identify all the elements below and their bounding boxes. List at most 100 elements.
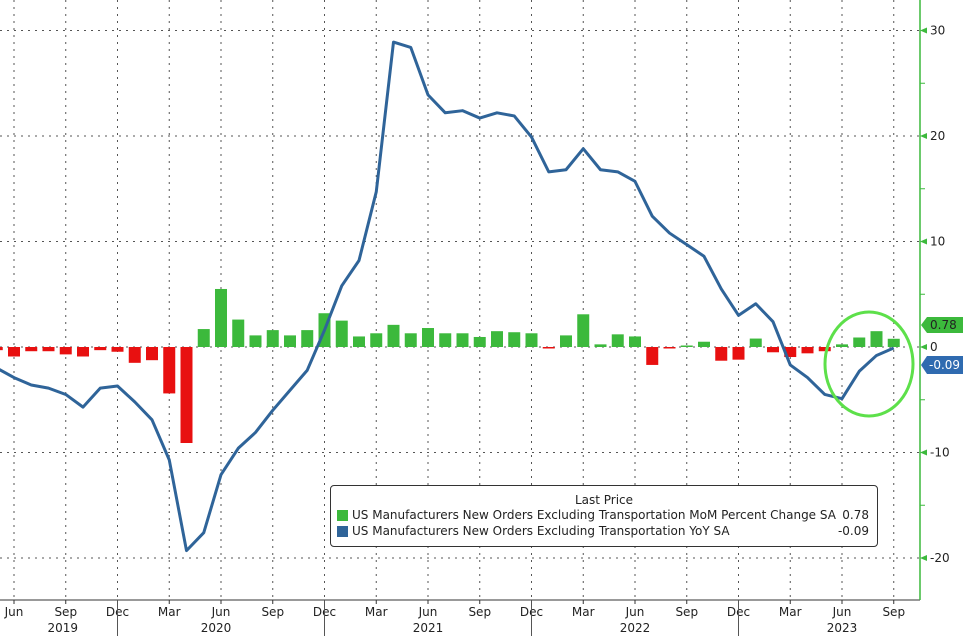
legend: Last Price US Manufacturers New Orders E… <box>330 485 878 547</box>
x-tick-label: Jun <box>625 605 645 619</box>
bar <box>404 333 417 347</box>
bar <box>284 335 296 347</box>
bar <box>732 347 745 360</box>
x-tick-label: Jun <box>4 605 24 619</box>
last-value-mom: 0.78 <box>930 318 957 332</box>
legend-title: Last Price <box>574 493 634 507</box>
bar <box>387 324 400 347</box>
bar <box>473 336 486 347</box>
bar <box>111 347 124 352</box>
bar <box>767 347 779 353</box>
bar <box>749 338 762 347</box>
bar <box>715 347 728 361</box>
last-value-tags: 0.78 -0.09 <box>921 317 963 374</box>
legend-label: US Manufacturers New Orders Excluding Tr… <box>352 508 836 522</box>
bar <box>59 347 72 355</box>
bar <box>594 344 607 347</box>
x-tick-label: Mar <box>572 605 595 619</box>
x-tick-label: Mar <box>158 605 181 619</box>
gridlines <box>0 0 920 600</box>
legend-value: -0.09 <box>837 524 869 538</box>
x-tick-label: Sep <box>468 605 491 619</box>
bar <box>456 333 469 347</box>
year-label: 2020 <box>201 621 232 635</box>
bar <box>266 330 279 347</box>
legend-swatch-blue <box>337 525 348 537</box>
bar <box>853 337 866 347</box>
y-tick-marker <box>920 449 927 456</box>
yoy-line <box>0 40 895 553</box>
x-tick-label: Jun <box>832 605 852 619</box>
last-value-tag-yoy <box>921 356 963 374</box>
bar <box>249 335 262 347</box>
last-value-yoy: -0.09 <box>929 358 960 372</box>
bar <box>128 347 141 363</box>
y-tick-marker <box>920 238 927 245</box>
bar <box>42 347 55 352</box>
line-series <box>0 40 895 553</box>
legend-value: 0.78 <box>842 508 869 522</box>
bar <box>439 333 452 347</box>
last-value-tag-mom <box>921 317 963 333</box>
bar <box>663 347 676 349</box>
bar <box>94 347 107 351</box>
x-tick-label: Sep <box>261 605 284 619</box>
bar <box>215 288 227 347</box>
bar <box>698 341 710 347</box>
bar <box>335 320 348 347</box>
year-label: 2019 <box>47 621 78 635</box>
bar <box>25 347 38 352</box>
bar <box>836 344 848 347</box>
bar <box>646 347 659 365</box>
x-tick-label: Sep <box>882 605 905 619</box>
bar <box>611 334 624 347</box>
legend-item-yoy: US Manufacturers New Orders Excluding Tr… <box>337 523 869 539</box>
y-tick-label: 20 <box>930 129 945 143</box>
y-tick-marker <box>920 27 927 34</box>
bar <box>301 330 314 347</box>
bar <box>422 328 434 347</box>
bar <box>353 336 365 347</box>
y-tick-label: 30 <box>930 24 945 38</box>
y-tick-label: -20 <box>930 551 950 565</box>
bar <box>680 345 693 347</box>
bar <box>232 319 245 347</box>
bar <box>870 331 883 347</box>
legend-swatch-green <box>337 509 348 521</box>
bar <box>887 338 900 347</box>
bar <box>491 331 503 347</box>
bar <box>146 347 158 361</box>
highlight-ellipse <box>823 310 915 418</box>
bar <box>818 347 831 352</box>
y-tick-marker <box>920 344 927 350</box>
y-tick-marker <box>920 133 927 139</box>
legend-label: US Manufacturers New Orders Excluding Tr… <box>352 524 730 538</box>
bar <box>629 336 641 347</box>
bar <box>525 333 538 347</box>
bar <box>784 347 797 358</box>
y-tick-marker <box>920 555 927 561</box>
y-tick-label: 10 <box>930 235 945 249</box>
year-label: 2021 <box>413 621 444 635</box>
x-tick-label: Jun <box>418 605 438 619</box>
x-tick-label: Sep <box>675 605 698 619</box>
year-label: 2022 <box>620 621 651 635</box>
bar <box>8 347 20 357</box>
bar <box>370 333 383 347</box>
bar <box>0 347 3 351</box>
bar <box>508 332 521 347</box>
year-label: 2023 <box>827 621 858 635</box>
x-tick-label: Mar <box>779 605 802 619</box>
bar <box>197 329 210 347</box>
bar <box>542 347 555 349</box>
x-tick-label: Mar <box>365 605 388 619</box>
bar <box>180 347 193 444</box>
bar <box>801 347 814 354</box>
y-tick-label: -10 <box>930 446 950 460</box>
bar <box>577 314 590 347</box>
legend-item-mom: US Manufacturers New Orders Excluding Tr… <box>337 507 869 523</box>
x-tick-label: Jun <box>211 605 231 619</box>
bar <box>560 335 572 347</box>
